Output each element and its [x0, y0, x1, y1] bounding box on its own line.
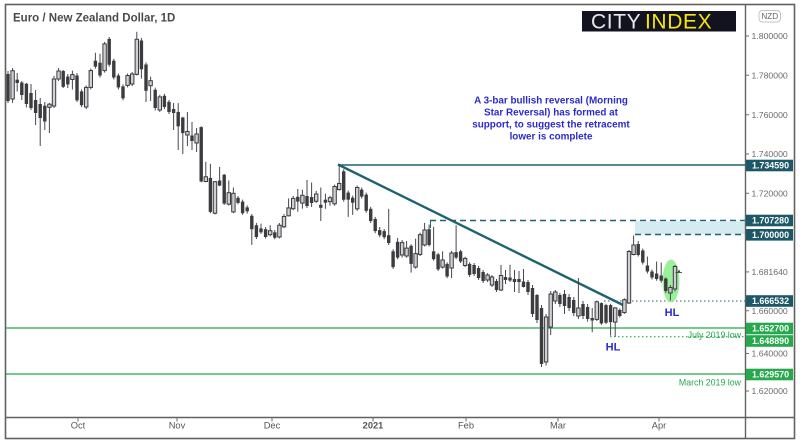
svg-text:HL: HL	[665, 307, 680, 319]
svg-text:lower is complete: lower is complete	[510, 132, 593, 143]
svg-text:1.720000: 1.720000	[752, 188, 788, 198]
svg-text:Mar: Mar	[550, 421, 566, 431]
svg-text:support, to suggest the retrac: support, to suggest the retracemt	[472, 120, 630, 131]
svg-text:Apr: Apr	[652, 421, 666, 431]
svg-text:1.760000: 1.760000	[752, 110, 788, 120]
svg-text:July 2019 low: July 2019 low	[688, 330, 742, 340]
svg-text:1.780000: 1.780000	[752, 70, 788, 80]
svg-text:Nov: Nov	[169, 421, 186, 431]
svg-text:1.734590: 1.734590	[752, 161, 789, 171]
svg-text:INDEX: INDEX	[645, 11, 712, 34]
svg-text:CITY: CITY	[591, 11, 641, 34]
svg-text:Oct: Oct	[71, 421, 86, 431]
svg-text:1.666532: 1.666532	[752, 296, 789, 306]
svg-text:1.620000: 1.620000	[752, 386, 788, 396]
svg-text:A 3-bar bullish reversal (Morn: A 3-bar bullish reversal (Morning	[474, 96, 628, 107]
svg-text:March 2019 low: March 2019 low	[679, 378, 742, 388]
svg-text:Euro / New Zealand Dollar, 1D: Euro / New Zealand Dollar, 1D	[13, 13, 175, 25]
svg-text:1.648890: 1.648890	[752, 336, 789, 346]
svg-text:1.660000: 1.660000	[752, 306, 788, 316]
svg-text:1.681640: 1.681640	[752, 267, 788, 277]
svg-text:1.700000: 1.700000	[752, 230, 789, 240]
svg-text:Dec: Dec	[264, 421, 281, 431]
svg-text:HL: HL	[606, 342, 621, 354]
svg-text:Feb: Feb	[458, 421, 474, 431]
svg-text:1.652700: 1.652700	[752, 324, 789, 334]
svg-text:1.707280: 1.707280	[752, 216, 789, 226]
svg-text:1.629570: 1.629570	[752, 370, 789, 380]
svg-text:Star Reversal) has formed at: Star Reversal) has formed at	[484, 108, 619, 119]
svg-text:1.640000: 1.640000	[752, 349, 788, 359]
svg-text:NZD: NZD	[761, 12, 778, 21]
svg-text:1.740000: 1.740000	[752, 149, 788, 159]
svg-text:1.800000: 1.800000	[752, 31, 788, 41]
svg-text:2021: 2021	[363, 421, 384, 431]
